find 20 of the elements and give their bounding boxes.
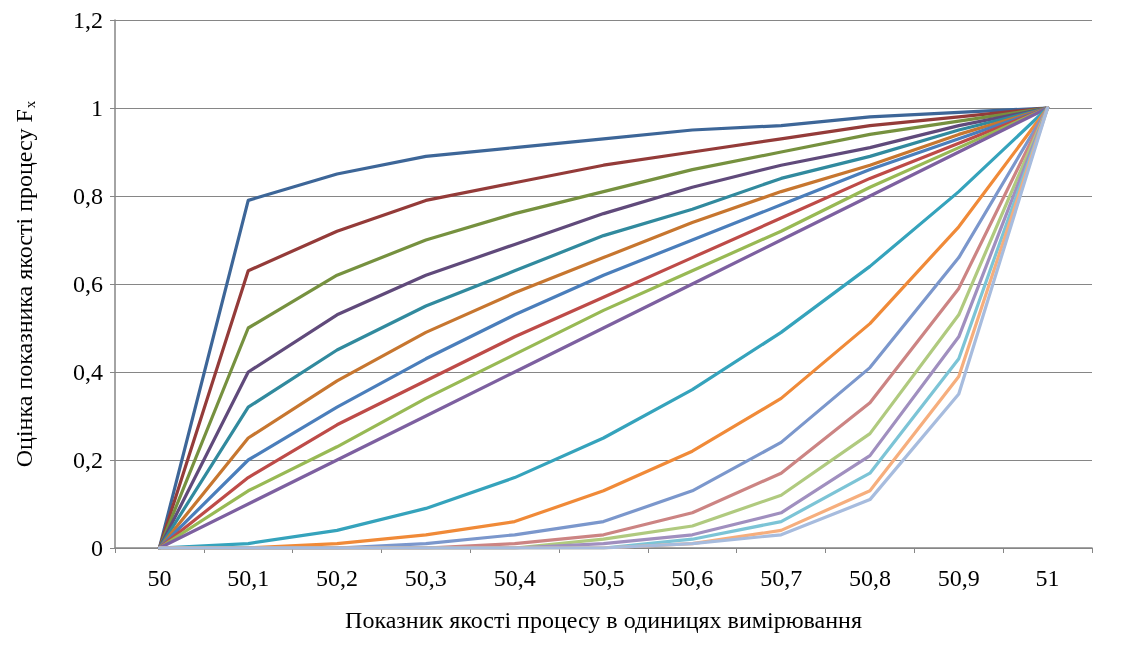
x-axis-title: Показник якості процесу в одиницях вимірювання [345, 607, 862, 633]
y-tick-label: 1 [91, 95, 103, 121]
y-tick-label: 1,2 [73, 7, 103, 33]
x-tick-label: 50 [147, 565, 172, 591]
x-tick-label: 50,5 [582, 565, 625, 591]
x-tick-label: 50,8 [848, 565, 891, 591]
x-tick-label: 50,2 [316, 565, 359, 591]
y-tick-label: 0,2 [73, 447, 103, 473]
x-tick-label: 50,9 [937, 565, 980, 591]
x-tick-label: 50,3 [404, 565, 447, 591]
y-tick-label: 0,6 [73, 271, 103, 297]
x-tick-label: 50,6 [671, 565, 714, 591]
x-tick-label: 50,7 [760, 565, 803, 591]
x-tick-label: 50,4 [493, 565, 536, 591]
x-tick-label: 50,1 [227, 565, 270, 591]
y-tick-label: 0 [91, 535, 103, 561]
y-axis-title: Оцінка показника якості процесу Fx [10, 100, 38, 468]
y-tick-label: 0,4 [73, 359, 103, 385]
y-tick-label: 0,8 [73, 183, 103, 209]
x-tick-label: 51 [1035, 565, 1060, 591]
